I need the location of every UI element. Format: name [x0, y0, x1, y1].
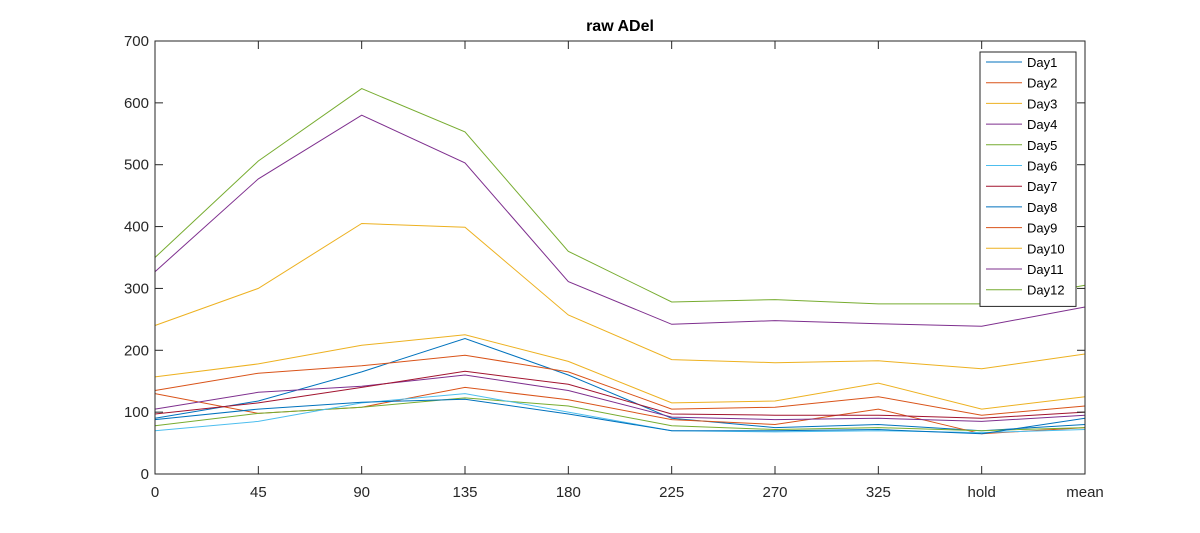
series-line-day7	[154, 370, 1086, 419]
legend-label-day5: Day5	[1027, 138, 1057, 153]
x-tick-label: hold	[967, 484, 995, 501]
x-tick-label: 325	[866, 484, 891, 501]
series-line-day4	[154, 374, 1086, 422]
legend-label-day10: Day10	[1027, 241, 1065, 256]
y-tick-label: 200	[124, 342, 149, 359]
series-line-day3	[154, 334, 1086, 410]
legend-box	[979, 51, 1077, 307]
chart-title: raw ADel	[586, 18, 654, 35]
legend-label-day2: Day2	[1027, 76, 1057, 91]
series-line-day8	[154, 398, 1086, 435]
plot-area	[155, 41, 1085, 474]
series-line-day1	[154, 337, 1086, 432]
y-tick-label: 100	[124, 404, 149, 421]
legend: Day1 Day2 Day3 Day4 Day5 Day6 Day7 Day8 Day9 Day1…	[979, 51, 1077, 307]
y-tick-label: 400	[124, 219, 149, 236]
series-layer	[154, 88, 1086, 435]
legend-label-day8: Day8	[1027, 200, 1057, 215]
x-tick-label: 225	[659, 484, 684, 501]
x-tick-label: 45	[250, 484, 267, 501]
axes-layer: 0 45 90 135 180 225 270 325 hold mean 0 100 200 300 40…	[124, 33, 1104, 501]
x-tick-label: 0	[151, 484, 159, 501]
legend-label-day12: Day12	[1027, 283, 1065, 298]
y-tick-label: 300	[124, 280, 149, 297]
series-line-day10	[154, 222, 1086, 370]
y-tick-label: 0	[141, 466, 149, 483]
series-line-day12	[154, 88, 1086, 305]
legend-label-day6: Day6	[1027, 159, 1057, 174]
x-tick-label: 90	[353, 484, 370, 501]
legend-label-day4: Day4	[1027, 117, 1057, 132]
legend-label-day9: Day9	[1027, 221, 1057, 236]
legend-label-day11: Day11	[1027, 262, 1064, 277]
series-line-day11	[154, 114, 1086, 327]
y-tick-label: 600	[124, 95, 149, 112]
y-tick-label: 500	[124, 157, 149, 174]
axes-box	[154, 40, 1086, 475]
legend-label-day1: Day1	[1027, 55, 1057, 70]
x-tick-label: mean	[1066, 484, 1104, 501]
y-tick-label: 700	[124, 33, 149, 50]
x-tick-label: 180	[556, 484, 581, 501]
series-line-day9	[154, 354, 1086, 416]
x-tick-label: 270	[762, 484, 787, 501]
series-line-day5	[154, 397, 1086, 432]
x-tick-label: 135	[452, 484, 477, 501]
legend-label-day3: Day3	[1027, 96, 1057, 111]
legend-label-day7: Day7	[1027, 179, 1057, 194]
